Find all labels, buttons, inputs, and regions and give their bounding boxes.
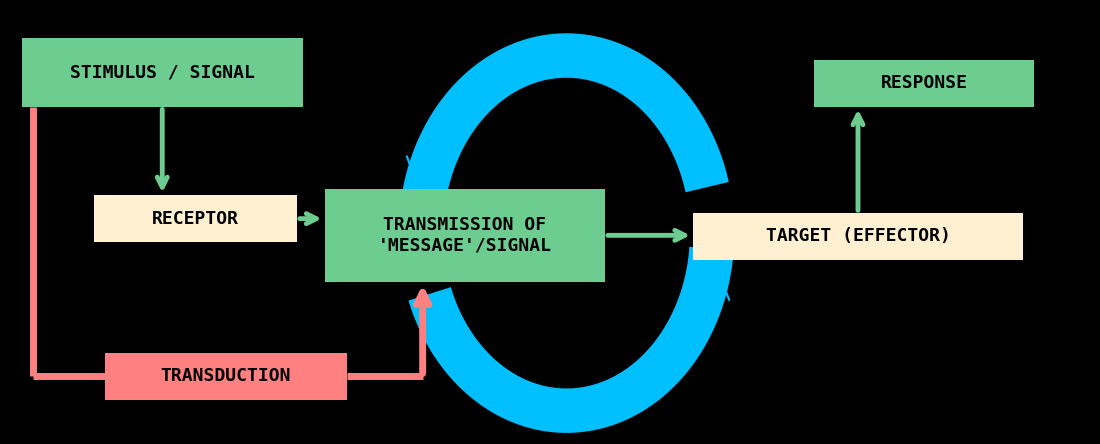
Text: RECEPTOR: RECEPTOR <box>152 210 239 228</box>
Text: RESPONSE: RESPONSE <box>880 74 968 92</box>
Text: TARGET (EFFECTOR): TARGET (EFFECTOR) <box>766 227 950 246</box>
FancyBboxPatch shape <box>104 353 346 400</box>
Text: TRANSMISSION OF
'MESSAGE'/SIGNAL: TRANSMISSION OF 'MESSAGE'/SIGNAL <box>377 216 552 255</box>
FancyBboxPatch shape <box>94 195 297 242</box>
Text: TRANSDUCTION: TRANSDUCTION <box>161 367 290 385</box>
FancyBboxPatch shape <box>22 38 302 107</box>
Text: STIMULUS / SIGNAL: STIMULUS / SIGNAL <box>69 63 255 81</box>
FancyBboxPatch shape <box>693 213 1023 260</box>
FancyBboxPatch shape <box>324 189 605 282</box>
FancyBboxPatch shape <box>814 60 1034 107</box>
